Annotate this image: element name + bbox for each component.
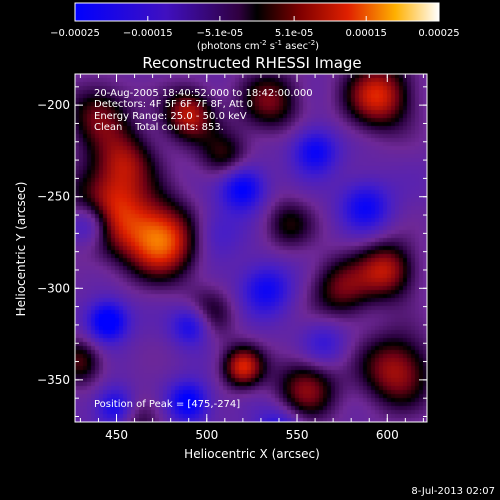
heatmap-image xyxy=(75,74,427,422)
info-line-detectors: Detectors: 4F 5F 6F 7F 8F, Att 0 xyxy=(94,99,253,110)
colorbar-tick-label: −0.00015 xyxy=(123,28,173,39)
axis-ticks: 450 500 550 600 −200 −250 −300 −350 xyxy=(37,74,427,442)
colorbar-unit: (photons cm-2 s-1 asec-2) xyxy=(197,39,319,52)
footer-date: 8-Jul-2013 02:07 xyxy=(411,486,495,497)
colorbar-ticks: −0.00025 −0.00015 −5.1e-05 5.1e-05 0.00015 0.… xyxy=(50,16,460,39)
peak-position-label: Position of Peak = [475,-274] xyxy=(94,399,240,410)
info-line-time: 20-Aug-2005 18:40:52.000 to 18:42:00.000 xyxy=(94,88,313,99)
colorbar-tick-label: 0.00025 xyxy=(418,28,459,39)
y-tick-label: −250 xyxy=(37,190,70,204)
plot-frame xyxy=(74,73,428,423)
chart-title: Reconstructed RHESSI Image xyxy=(142,54,361,72)
colorbar-tick-label: −5.1e-05 xyxy=(196,28,243,39)
y-tick-label: −300 xyxy=(37,281,70,295)
info-line-clean: Clean Total counts: 853. xyxy=(94,122,224,133)
x-axis-label: Heliocentric X (arcsec) xyxy=(184,447,320,461)
info-block: 20-Aug-2005 18:40:52.000 to 18:42:00.000… xyxy=(94,88,313,133)
x-tick-label: 500 xyxy=(195,428,218,442)
info-line-energy: Energy Range: 25.0 - 50.0 keV xyxy=(94,111,247,122)
colorbar-tick-label: −0.00025 xyxy=(50,28,100,39)
y-tick-label: −350 xyxy=(37,373,70,387)
x-tick-label: 600 xyxy=(376,428,399,442)
x-tick-label: 550 xyxy=(286,428,309,442)
y-axis-label: Heliocentric Y (arcsec) xyxy=(14,182,28,317)
colorbar-tick-label: 5.1e-05 xyxy=(275,28,313,39)
y-tick-label: −200 xyxy=(37,98,70,112)
colorbar xyxy=(74,2,440,22)
colorbar-tick-label: 0.00015 xyxy=(346,28,387,39)
x-tick-label: 450 xyxy=(105,428,128,442)
